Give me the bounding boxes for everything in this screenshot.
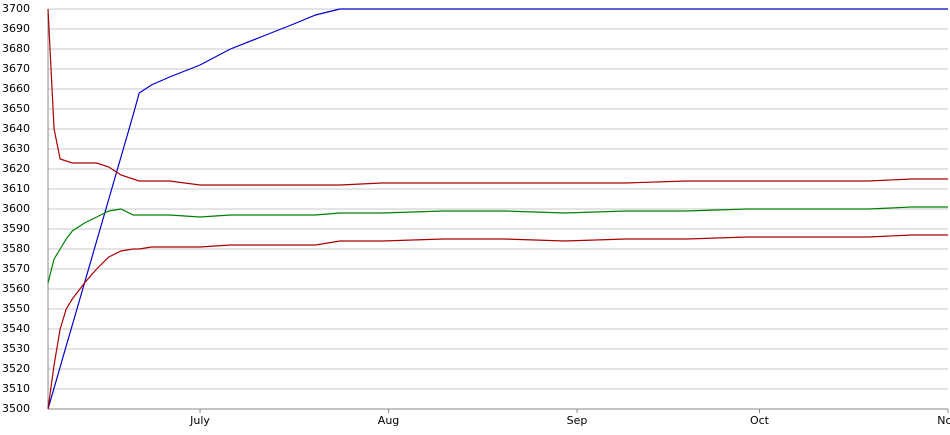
y-tick-label: 3690 xyxy=(2,22,30,35)
series-line xyxy=(47,8,948,410)
x-tick-label: Oct xyxy=(750,414,770,427)
y-tick-label: 3570 xyxy=(2,262,30,275)
series-line xyxy=(47,8,948,186)
y-tick-label: 3580 xyxy=(2,242,30,255)
series-line xyxy=(47,206,948,284)
y-tick-label: 3600 xyxy=(2,202,30,215)
y-tick-label: 3680 xyxy=(2,42,30,55)
y-tick-label: 3650 xyxy=(2,102,30,115)
x-tick-label: Nov xyxy=(937,414,950,427)
y-tick-label: 3560 xyxy=(2,282,30,295)
y-tick-label: 3510 xyxy=(2,382,30,395)
y-tick-label: 3640 xyxy=(2,122,30,135)
y-tick-label: 3660 xyxy=(2,82,30,95)
y-tick-label: 3620 xyxy=(2,162,30,175)
x-tick-label: July xyxy=(189,414,210,427)
x-tick-label: Aug xyxy=(378,414,399,427)
y-tick-label: 3540 xyxy=(2,322,30,335)
y-tick-label: 3700 xyxy=(2,2,30,15)
y-tick-label: 3550 xyxy=(2,302,30,315)
y-tick-label: 3500 xyxy=(2,402,30,415)
y-tick-label: 3520 xyxy=(2,362,30,375)
x-tick-label: Sep xyxy=(567,414,588,427)
y-tick-label: 3530 xyxy=(2,342,30,355)
y-tick-label: 3610 xyxy=(2,182,30,195)
y-tick-label: 3590 xyxy=(2,222,30,235)
series-line xyxy=(47,234,948,410)
y-tick-label: 3670 xyxy=(2,62,30,75)
y-tick-label: 3630 xyxy=(2,142,30,155)
